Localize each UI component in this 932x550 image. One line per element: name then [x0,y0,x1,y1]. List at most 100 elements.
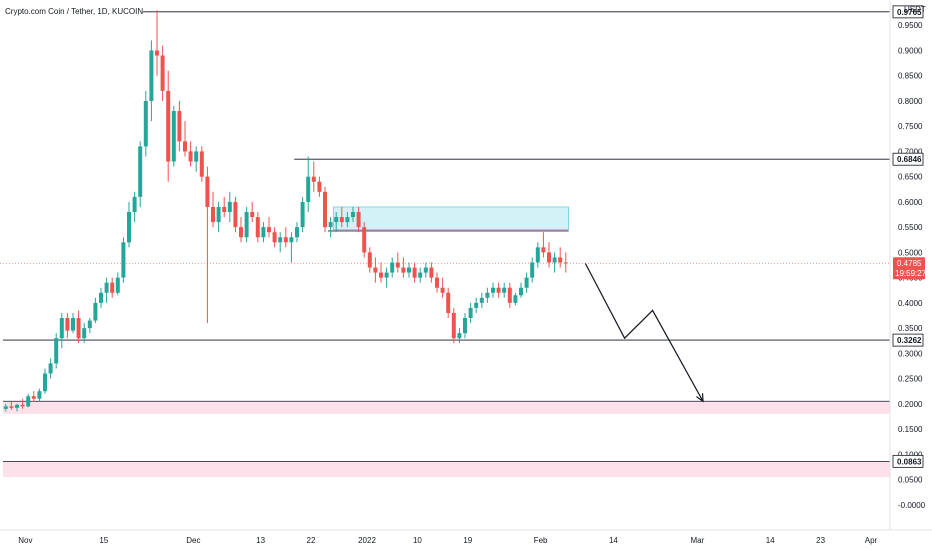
last-price-countdown: 19:59:27 [895,269,927,278]
candle-body-98 [552,257,557,263]
candle-body-69 [390,262,395,273]
candle-body-18 [104,282,109,293]
last-price-label: 0.4785 [897,259,922,268]
y-tick-label-15: 0.2500 [898,375,923,384]
candle-body-29 [166,90,171,162]
candle-body-4 [26,396,31,407]
candle-body-5 [31,396,36,399]
candle-body-74 [418,272,423,278]
level-label-2: 0.3262 [897,336,922,345]
candle-body-78 [440,287,445,293]
candle-body-68 [384,272,389,278]
candle-body-28 [160,55,165,91]
levels-layer [0,11,890,341]
x-tick-label-12: 23 [816,536,825,545]
candle-body-93 [524,277,529,288]
candle-body-19 [110,282,115,293]
level-label-1: 0.6846 [897,155,922,164]
candle-body-96 [541,247,546,253]
candle-body-97 [547,252,551,263]
x-tick-label-3: 13 [256,536,265,545]
level-tag-1 [892,152,924,166]
candle-body-56 [317,181,322,192]
candle-body-44 [250,212,255,218]
candle-body-52 [295,227,299,238]
candle-body-32 [183,141,187,152]
candle-body-13 [76,318,81,339]
candles-layer [3,10,568,412]
zone-label-2: 0.0863 [897,457,922,466]
candle-body-80 [451,312,456,339]
y-tick-label-8: 0.6000 [898,198,923,207]
candle-body-94 [530,262,535,278]
level-label-0: 0.9765 [897,8,922,17]
candle-body-21 [121,242,126,278]
candle-body-45 [255,217,260,238]
candle-body-89 [502,287,507,293]
zone-tag-2 [892,454,924,468]
candle-body-24 [138,146,143,197]
candle-body-36 [205,176,210,207]
candle-body-100 [563,262,568,264]
x-tick-label-2: Dec [186,536,200,545]
x-tick-label-6: 10 [413,536,422,545]
candle-body-12 [71,318,75,331]
x-tick-label-4: 22 [307,536,316,545]
candle-body-14 [82,328,87,339]
candle-body-1 [9,406,14,408]
y-tick-label-5: 0.7500 [898,122,923,131]
candle-body-75 [423,267,428,273]
candle-body-70 [395,262,400,268]
candle-body-20 [115,277,120,293]
projection-layer [584,263,704,403]
candle-body-2 [15,404,19,408]
candle-body-22 [127,212,131,243]
candle-body-83 [468,307,473,318]
x-tick-label-13: Apr [865,536,878,545]
candle-body-7 [43,373,47,392]
x-tick-label-5: 2022 [358,536,376,545]
candle-body-37 [211,206,215,223]
candle-body-61 [345,217,350,223]
candle-body-40 [227,201,232,212]
candle-body-0 [3,406,8,409]
candle-body-16 [93,302,98,321]
y-tick-label-3: 0.8500 [898,72,923,81]
candle-body-92 [519,287,523,296]
candle-body-26 [149,50,154,101]
candle-body-77 [435,277,439,288]
zones-layer [3,206,890,477]
chart-title: Crypto.com Coin / Tether, 1D, KUCOIN [5,7,143,16]
candle-body-79 [446,292,451,313]
currency-label: USDT [904,5,926,14]
x-tick-label-0: Nov [18,536,32,545]
zone-pink-1 [3,401,890,414]
candle-body-81 [457,333,462,339]
time-axis: Nov 15 Dec 13 22 2022 10 19 Feb 14 Mar 14 23 Apr [18,536,877,545]
candle-body-31 [177,111,182,142]
candle-body-38 [216,206,221,223]
candle-body-50 [283,237,288,243]
candle-body-95 [535,247,540,263]
x-tick-label-8: Feb [534,536,548,545]
projection-line [584,263,704,402]
y-tick-label-19: 0.0500 [898,476,923,485]
y-tick-label-1: 0.9500 [898,21,923,30]
candle-body-63 [356,212,361,228]
candle-body-90 [507,287,512,303]
candle-body-33 [188,151,193,162]
x-tick-label-10: Mar [691,536,705,545]
candle-body-6 [37,391,42,399]
x-tick-label-1: 15 [99,536,108,545]
candle-body-55 [311,176,316,182]
candle-body-49 [278,237,283,243]
candle-body-9 [54,338,59,364]
candle-body-23 [132,196,137,212]
candle-body-73 [412,267,417,278]
candle-body-10 [59,318,64,339]
y-tick-label-6: 0.7000 [898,147,923,156]
candle-body-35 [199,151,204,177]
y-tick-label-17: 0.1500 [898,425,923,434]
